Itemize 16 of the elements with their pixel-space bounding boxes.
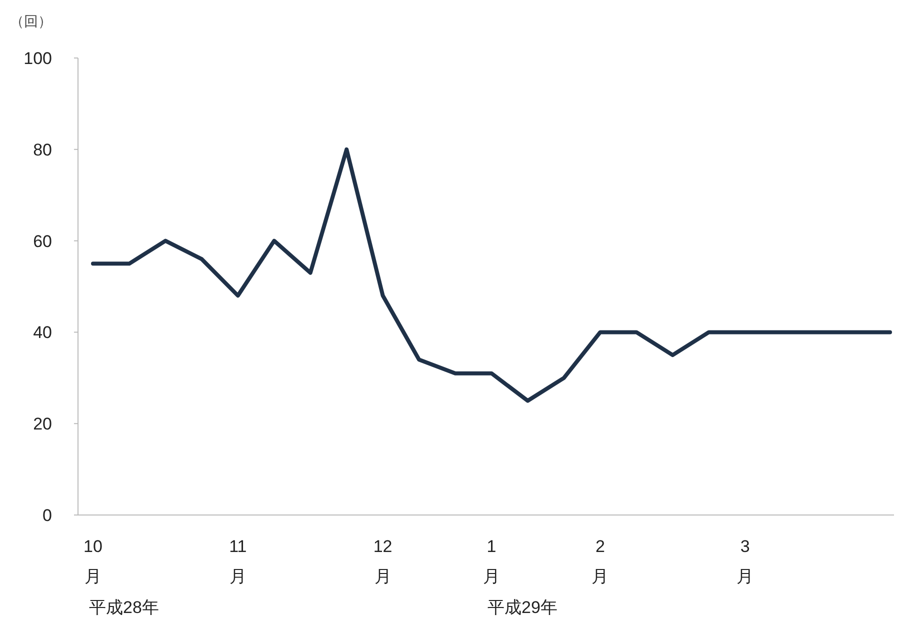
- y-tick-label: 20: [33, 414, 52, 434]
- x-tick-label: 1月: [483, 537, 500, 586]
- y-tick-label: 40: [33, 323, 52, 342]
- text: 平成29年: [488, 598, 558, 617]
- y-axis-title: （回）: [10, 13, 52, 29]
- x-tick-label: 11月: [229, 537, 247, 586]
- y-tick-label: 100: [24, 49, 52, 68]
- y-tick-label: 0: [42, 506, 52, 525]
- text: 平成28年: [89, 598, 159, 617]
- x-tick-label: 12月: [373, 537, 392, 586]
- line-series: [91, 147, 892, 403]
- y-tick-label: 80: [33, 140, 52, 160]
- x-tick-label: 2月: [592, 537, 609, 586]
- x-tick-label: 10月: [84, 537, 102, 586]
- y-tick-label: 60: [33, 232, 52, 251]
- x-tick-label: 3月: [736, 537, 754, 586]
